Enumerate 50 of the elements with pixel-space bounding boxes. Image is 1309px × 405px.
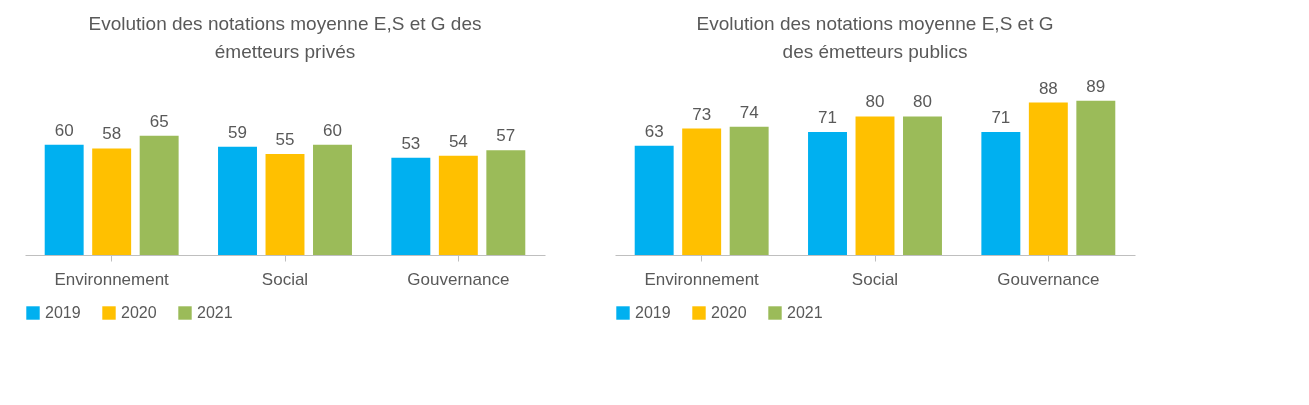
bar	[855, 116, 895, 255]
bar	[903, 116, 942, 255]
data-label: 54	[448, 131, 468, 151]
bar	[486, 150, 526, 255]
bar	[44, 144, 84, 255]
data-label: 58	[102, 124, 122, 144]
legend-label: 2021	[787, 304, 823, 321]
x-tick-label: Environnement	[54, 269, 170, 289]
data-label: 73	[692, 104, 712, 124]
data-label: 63	[644, 121, 664, 141]
data-label: 88	[1038, 78, 1058, 98]
data-label: 65	[149, 111, 169, 131]
legend-label: 2021	[197, 304, 233, 321]
bar	[1076, 100, 1116, 255]
bar	[1028, 102, 1068, 255]
bar	[729, 126, 769, 255]
bar	[92, 148, 132, 255]
data-label: 89	[1086, 76, 1106, 96]
legend-label: 2019	[635, 304, 671, 321]
data-label: 80	[913, 92, 932, 112]
bar	[139, 135, 179, 255]
data-label: 55	[275, 130, 295, 150]
data-label: 74	[739, 102, 759, 122]
data-label: 59	[228, 122, 247, 142]
data-label: 71	[991, 108, 1011, 128]
x-tick-label: Gouvernance	[407, 269, 510, 289]
chart-title: Evolution des notations moyenne E,S et G des émetteurs publics	[696, 13, 1054, 62]
bar	[682, 128, 722, 255]
data-label: 80	[865, 92, 885, 112]
x-tick-label: Social	[851, 269, 899, 289]
bar	[438, 155, 478, 255]
bar	[981, 132, 1021, 255]
data-label: 60	[54, 120, 74, 140]
bar	[808, 132, 847, 255]
legend-label: 2020	[121, 304, 157, 321]
data-label: 60	[323, 120, 342, 140]
legend-label: 2019	[45, 304, 81, 321]
bar	[391, 157, 431, 255]
bar	[265, 154, 305, 255]
data-label: 53	[401, 133, 421, 153]
bar	[634, 145, 674, 255]
bar	[313, 144, 352, 255]
bar	[218, 146, 257, 255]
legend-label: 2020	[711, 304, 747, 321]
chart-title: Evolution des notations moyenne E,S et G des émetteurs privés	[88, 13, 482, 62]
data-label: 71	[818, 108, 837, 128]
x-tick-label: Environnement	[644, 269, 760, 289]
x-tick-label: Social	[261, 269, 309, 289]
data-label: 57	[496, 126, 516, 146]
x-tick-label: Gouvernance	[997, 269, 1100, 289]
